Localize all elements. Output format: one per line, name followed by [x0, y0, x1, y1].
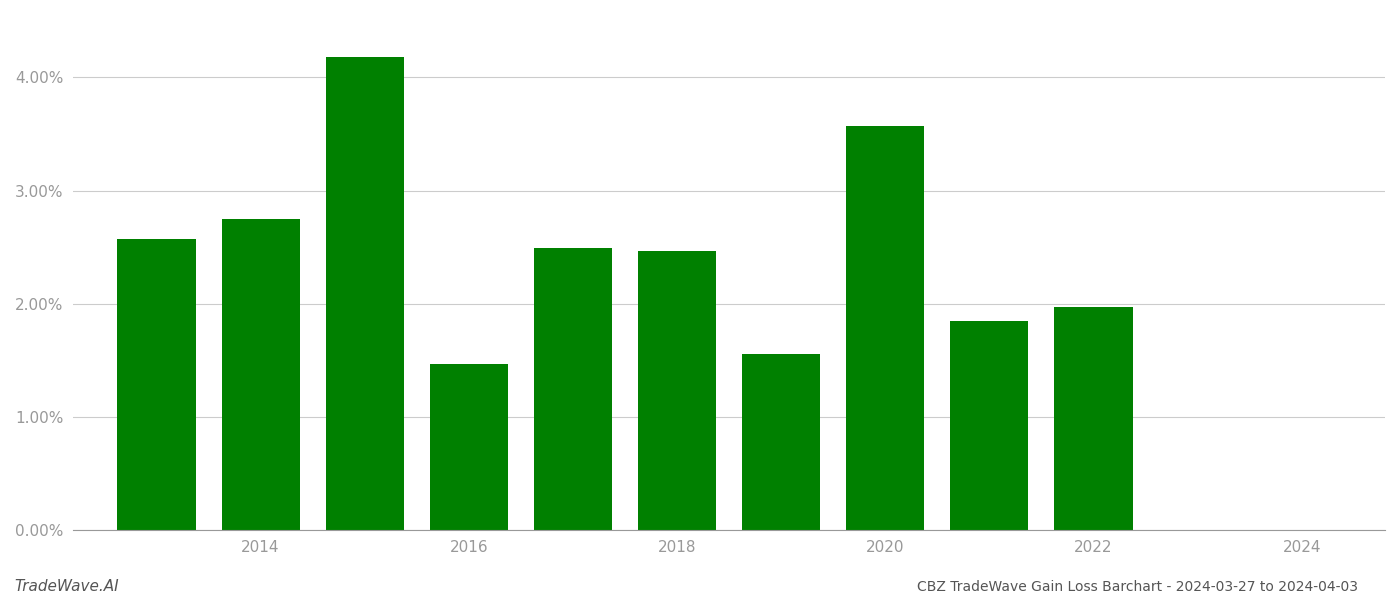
Text: CBZ TradeWave Gain Loss Barchart - 2024-03-27 to 2024-04-03: CBZ TradeWave Gain Loss Barchart - 2024-…	[917, 580, 1358, 594]
Text: TradeWave.AI: TradeWave.AI	[14, 579, 119, 594]
Bar	[533, 248, 612, 530]
Bar	[846, 126, 924, 530]
Bar	[326, 57, 403, 530]
Bar	[430, 364, 508, 530]
Bar	[951, 321, 1029, 530]
Bar	[1054, 307, 1133, 530]
Bar	[638, 251, 715, 530]
Bar	[221, 219, 300, 530]
Bar	[118, 239, 196, 530]
Bar	[742, 353, 820, 530]
